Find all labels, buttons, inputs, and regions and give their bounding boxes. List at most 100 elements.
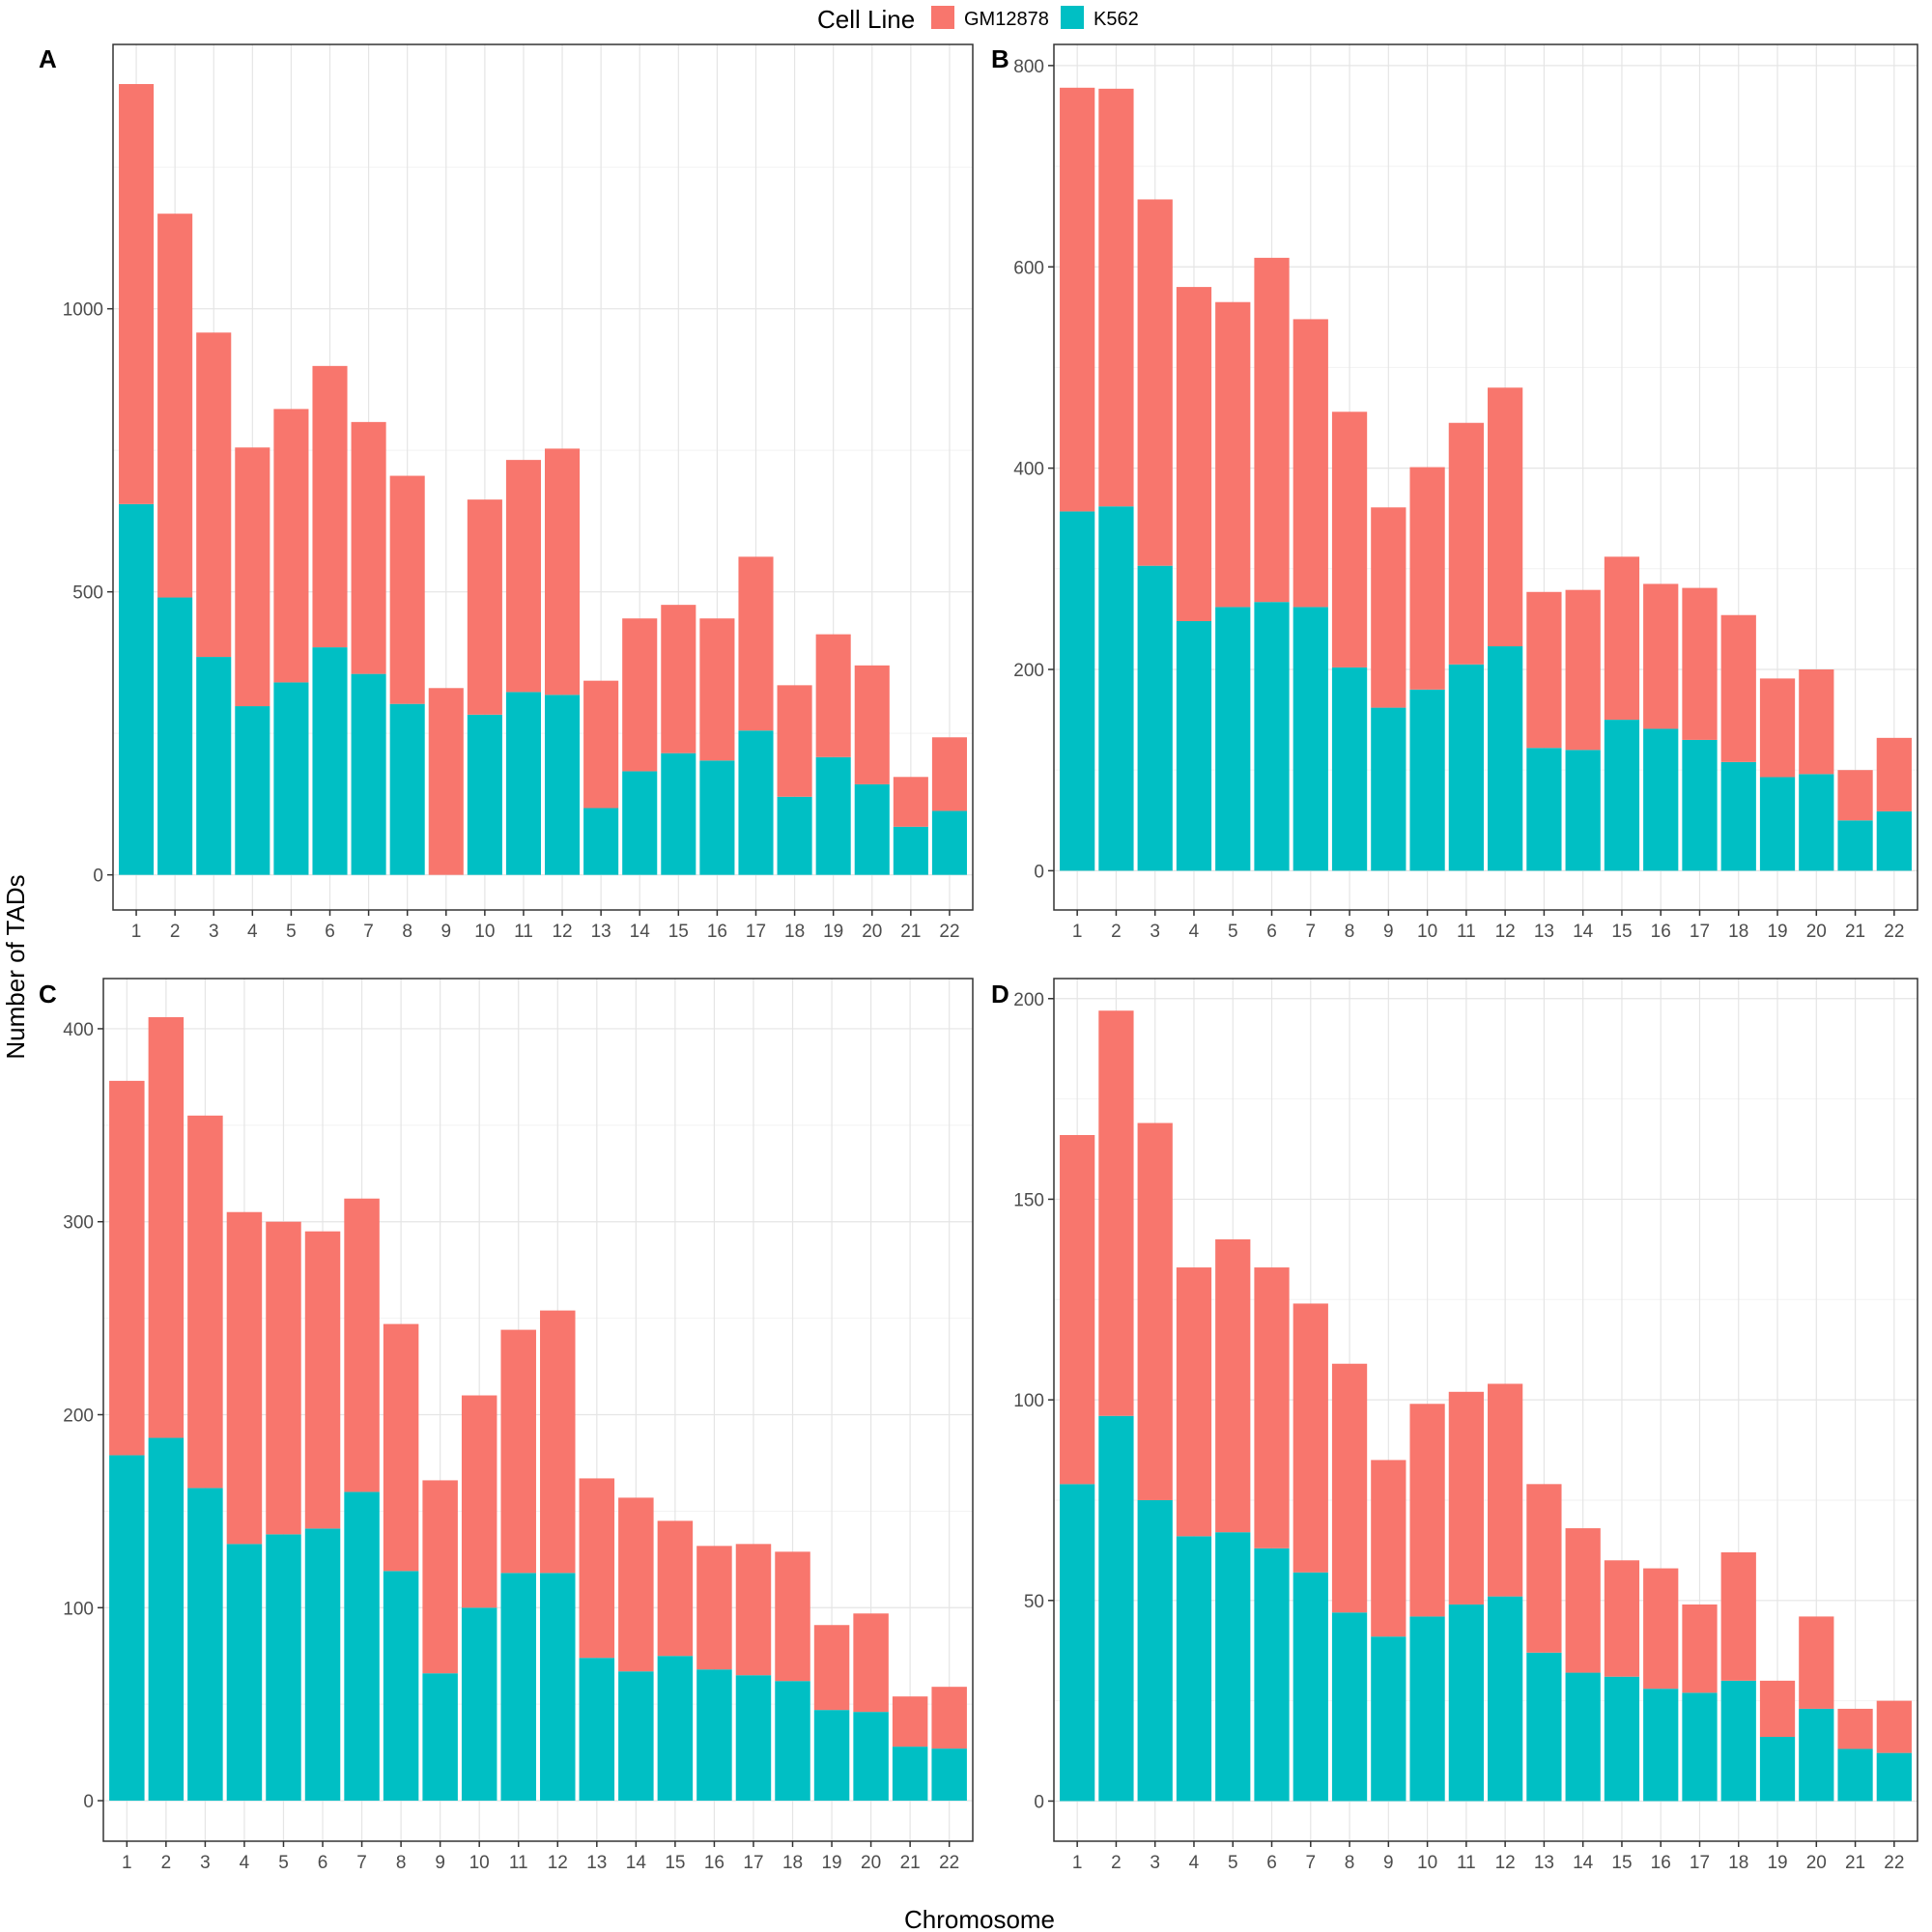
legend-label-k562: K562	[1094, 9, 1139, 30]
x-axis-title: Chromosome	[904, 1905, 1055, 1932]
x-tick-label: 1	[131, 922, 142, 942]
x-tick-label: 17	[1690, 1853, 1710, 1873]
bar-k562-chr13	[1526, 1652, 1562, 1802]
bar-gm12878-chr7	[351, 421, 386, 674]
bar-k562-chr20	[854, 783, 890, 875]
bar-k562-chr17	[1682, 739, 1718, 871]
x-tick-label: 18	[1728, 922, 1748, 942]
bar-gm12878-chr4	[1176, 287, 1212, 621]
y-tick-label: 0	[83, 1792, 94, 1812]
x-tick-label: 12	[1495, 922, 1516, 942]
x-tick-label: 11	[1457, 1853, 1476, 1873]
bar-k562-chr15	[1604, 720, 1640, 871]
x-tick-label: 18	[784, 922, 805, 942]
x-tick-label: 8	[402, 922, 412, 942]
x-tick-label: 16	[704, 1853, 724, 1873]
x-tick-label: 3	[200, 1853, 211, 1873]
bar-gm12878-chr11	[500, 1329, 536, 1574]
x-tick-label: 8	[1345, 1853, 1355, 1873]
x-tick-label: 11	[1457, 922, 1476, 942]
y-tick-label: 200	[1013, 990, 1044, 1010]
bar-k562-chr22	[1876, 810, 1912, 871]
bar-k562-chr17	[735, 1675, 772, 1802]
bar-k562-chr14	[1565, 750, 1601, 871]
x-tick-label: 12	[552, 922, 572, 942]
bar-gm12878-chr20	[853, 1613, 889, 1713]
bar-k562-chr11	[1448, 1604, 1484, 1802]
bar-gm12878-chr9	[422, 1480, 458, 1674]
y-tick-label: 150	[1013, 1190, 1044, 1210]
bar-k562-chr4	[226, 1544, 263, 1802]
x-tick-label: 16	[1651, 922, 1671, 942]
bar-gm12878-chr5	[1215, 301, 1251, 608]
x-tick-label: 17	[1690, 922, 1710, 942]
x-tick-label: 17	[743, 1853, 763, 1873]
bar-gm12878-chr20	[854, 665, 890, 784]
y-tick-label: 1000	[63, 300, 103, 321]
x-tick-label: 9	[1383, 1853, 1394, 1873]
x-tick-label: 12	[548, 1853, 568, 1873]
bar-k562-chr10	[1409, 1616, 1445, 1802]
panel-tag: D	[991, 980, 1009, 1009]
bar-k562-chr4	[1176, 620, 1212, 871]
bar-gm12878-chr6	[304, 1231, 341, 1529]
bar-k562-chr13	[1526, 748, 1562, 871]
y-tick-label: 200	[1013, 661, 1044, 681]
y-tick-label: 100	[63, 1599, 94, 1619]
bar-gm12878-chr17	[735, 1544, 772, 1676]
x-tick-label: 4	[247, 922, 258, 942]
bar-k562-chr13	[583, 808, 619, 875]
bar-k562-chr20	[853, 1712, 889, 1802]
x-tick-label: 10	[1417, 1853, 1437, 1873]
bar-k562-chr6	[1254, 602, 1290, 871]
bar-k562-chr5	[266, 1534, 301, 1802]
bar-gm12878-chr21	[893, 777, 928, 827]
bar-k562-chr7	[344, 1492, 380, 1802]
bar-k562-chr3	[187, 1488, 223, 1802]
panel-tag: A	[39, 44, 57, 73]
x-tick-label: 5	[278, 1853, 289, 1873]
bar-gm12878-chr18	[1720, 614, 1756, 762]
x-tick-label: 1	[1072, 922, 1083, 942]
x-tick-label: 17	[746, 922, 766, 942]
bar-k562-chr10	[1409, 689, 1445, 871]
bar-k562-chr22	[931, 810, 967, 875]
legend-label-gm12878: GM12878	[964, 9, 1049, 30]
bar-k562-chr22	[1876, 1752, 1912, 1802]
bar-k562-chr21	[893, 826, 928, 875]
bar-gm12878-chr2	[1098, 1010, 1134, 1416]
x-tick-label: 15	[1611, 1853, 1632, 1873]
bar-k562-chr9	[422, 1673, 458, 1802]
bar-gm12878-chr17	[738, 556, 774, 731]
x-tick-label: 21	[900, 1853, 921, 1873]
bar-k562-chr11	[500, 1573, 536, 1802]
bar-gm12878-chr5	[1215, 1238, 1251, 1533]
x-tick-label: 13	[1534, 922, 1554, 942]
y-tick-label: 200	[63, 1406, 94, 1426]
x-tick-label: 10	[474, 922, 495, 942]
bar-k562-chr1	[119, 503, 155, 875]
bar-gm12878-chr17	[1682, 587, 1718, 740]
bar-gm12878-chr4	[226, 1211, 263, 1545]
x-tick-label: 21	[1845, 1853, 1865, 1873]
bar-k562-chr12	[545, 695, 581, 875]
bar-gm12878-chr9	[1371, 507, 1406, 708]
x-tick-label: 2	[1111, 922, 1122, 942]
y-tick-label: 50	[1024, 1592, 1044, 1612]
bar-k562-chr12	[1488, 646, 1523, 871]
x-tick-label: 20	[1806, 1853, 1827, 1873]
bar-gm12878-chr8	[1331, 1363, 1368, 1613]
bar-k562-chr18	[1720, 1680, 1756, 1802]
bar-gm12878-chr18	[777, 685, 812, 797]
bar-gm12878-chr13	[583, 680, 619, 809]
bar-k562-chr11	[505, 692, 541, 875]
bar-k562-chr19	[1759, 777, 1796, 871]
bar-k562-chr6	[1254, 1548, 1290, 1802]
bar-k562-chr7	[351, 673, 386, 875]
bar-k562-chr16	[696, 1669, 732, 1802]
bar-gm12878-chr6	[312, 365, 348, 648]
legend-swatch-gm12878	[931, 6, 954, 29]
x-tick-label: 7	[356, 1853, 367, 1873]
bar-gm12878-chr12	[1488, 387, 1523, 647]
